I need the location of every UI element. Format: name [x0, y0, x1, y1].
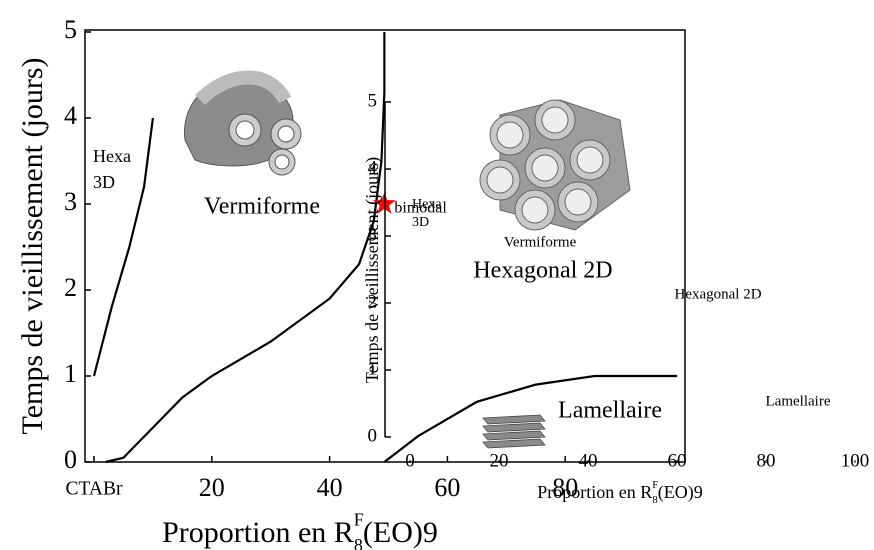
x-tick-label: 20 [199, 473, 225, 502]
region-label: Hexagonal 2D [473, 258, 612, 284]
x-tick-label: 20 [490, 450, 509, 471]
y-tick-label: 0 [368, 425, 378, 446]
region-label: 3D [412, 215, 429, 230]
vermiform-icon [184, 70, 302, 176]
y-axis-title: Temps de vieillissement (jours) [16, 58, 49, 435]
y-tick-label: 0 [64, 445, 77, 474]
boundary-line [383, 374, 678, 463]
y-tick-label: 4 [64, 101, 77, 130]
x-title-sup: F [652, 479, 658, 491]
y-tick-label: 5 [64, 15, 77, 44]
x-tick-label: 40 [317, 473, 343, 502]
y-tick-label: 2 [368, 291, 378, 312]
x-title-sub: 8 [354, 535, 363, 550]
x-title-sub: 8 [652, 495, 657, 507]
y-tick-label: 1 [368, 358, 378, 379]
hexagonal-icon [479, 99, 631, 231]
x-tick-label: 40 [579, 450, 598, 471]
region-label: Lamellaire [766, 393, 831, 409]
x-tick-label: 80 [757, 450, 776, 471]
region-label: Lamellaire [558, 398, 662, 424]
y-tick-label: 3 [368, 224, 378, 245]
x-title-rest: (EO)9 [658, 482, 703, 503]
region-label: Hexa [93, 146, 131, 166]
y-tick-label: 2 [64, 273, 77, 302]
y-axis-title: Temps de vieillissement (jours) [362, 157, 383, 383]
x-tick-label: 80 [552, 473, 578, 502]
x-tick-label: 60 [668, 450, 687, 471]
y-tick-label: 1 [64, 359, 77, 388]
x-axis-title: Proportion en RF 8(EO)9 [537, 479, 702, 506]
y-tick-label: 5 [368, 90, 378, 111]
region-label: Hexagonal 2D [674, 286, 761, 302]
y-tick-label: 4 [368, 157, 378, 178]
region-label: Vermiforme [204, 194, 320, 220]
x-title-sup: F [354, 510, 364, 530]
x-title-rest: (EO)9 [363, 516, 438, 549]
boundary-line [92, 117, 154, 377]
boundary-line [105, 32, 386, 464]
x-title-text: Proportion en R [537, 482, 652, 502]
point-label: bimodal [394, 200, 447, 217]
x-tick-label: 100 [841, 450, 870, 471]
region-label: 3D [93, 172, 115, 192]
y-tick-label: 3 [64, 187, 77, 216]
lamellar-icon [482, 414, 546, 449]
x-axis-title: Proportion en RF 8(EO)9 [162, 510, 438, 550]
region-label: Hexa [412, 197, 442, 212]
x-title-text: Proportion en R [162, 516, 354, 549]
region-label: Vermiforme [504, 234, 577, 250]
x-tick-label: CTABr [66, 478, 123, 499]
x-tick-label: 60 [434, 473, 460, 502]
x-tick-label: 0 [405, 450, 415, 471]
